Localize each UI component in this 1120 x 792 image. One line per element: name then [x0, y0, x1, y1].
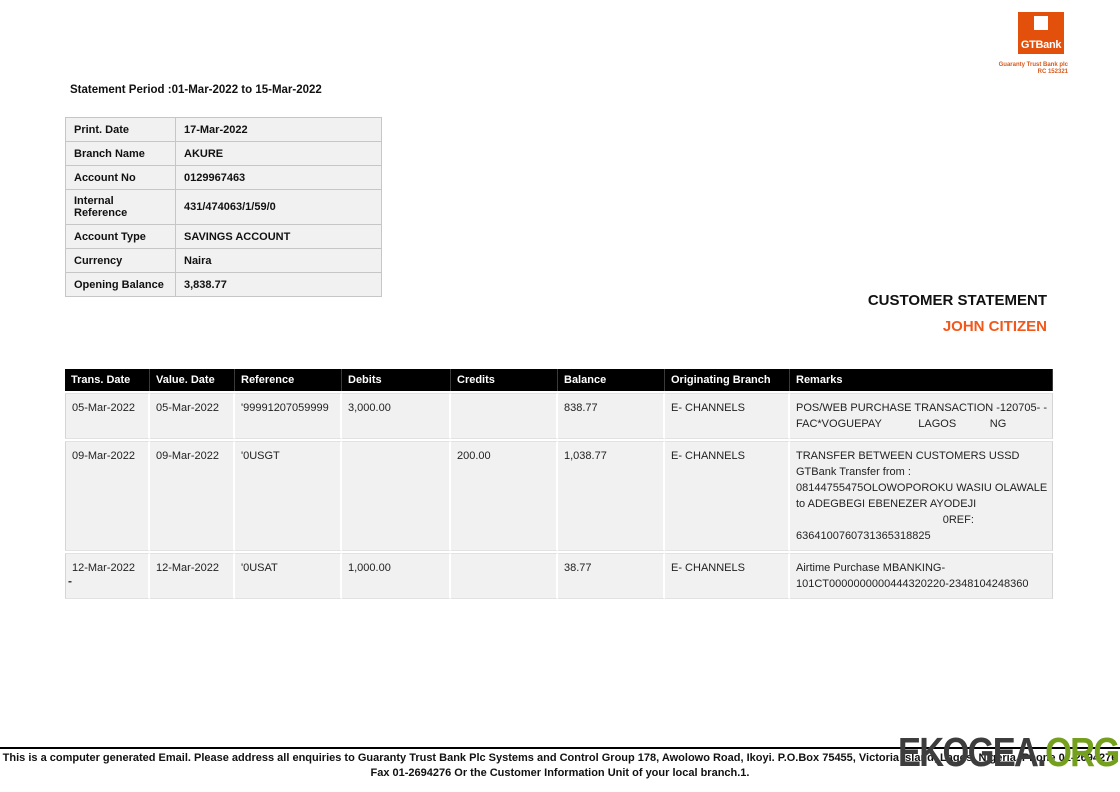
cell-credits: 200.00	[451, 441, 558, 551]
col-header-originating-branch: Originating Branch	[665, 369, 790, 391]
info-label: Internal Reference	[65, 189, 176, 225]
info-value: Naira	[175, 248, 382, 273]
info-label: Opening Balance	[65, 272, 176, 297]
gtbank-logo-text: GTBank	[1020, 39, 1062, 51]
account-info-table: Print. Date 17-Mar-2022 Branch Name AKUR…	[65, 117, 382, 297]
info-row-opening-balance: Opening Balance 3,838.77	[65, 272, 382, 297]
transactions-header-row: Trans. Date Value. Date Reference Debits…	[65, 369, 1053, 391]
gtbank-subtitle-line: Guaranty Trust Bank plc	[998, 62, 1068, 68]
col-header-balance: Balance	[558, 369, 665, 391]
cell-trans-date: 09-Mar-2022	[65, 441, 150, 551]
col-header-value-date: Value. Date	[150, 369, 235, 391]
col-header-trans-date: Trans. Date	[65, 369, 150, 391]
cell-originating-branch: E- CHANNELS	[665, 393, 790, 439]
cell-value-date: 05-Mar-2022	[150, 393, 235, 439]
watermark-green-text: ORG	[1044, 729, 1120, 775]
info-value: SAVINGS ACCOUNT	[175, 224, 382, 249]
cell-debits: 1,000.00	[342, 553, 451, 599]
info-value: 431/474063/1/59/0	[175, 189, 382, 225]
col-header-credits: Credits	[451, 369, 558, 391]
info-label: Branch Name	[65, 141, 176, 166]
remarks-line: Airtime Purchase MBANKING-	[796, 562, 946, 574]
cell-originating-branch: E- CHANNELS	[665, 553, 790, 599]
info-row-branch-name: Branch Name AKURE	[65, 141, 382, 166]
cell-value-date: 12-Mar-2022	[150, 553, 235, 599]
footer-disclaimer: This is a computer generated Email. Plea…	[0, 747, 1120, 781]
info-row-account-type: Account Type SAVINGS ACCOUNT	[65, 224, 382, 249]
remarks-line: 0REF:	[796, 514, 974, 526]
cell-originating-branch: E- CHANNELS	[665, 441, 790, 551]
info-row-print-date: Print. Date 17-Mar-2022	[65, 117, 382, 142]
watermark-dark-text: EKOGEA.	[897, 729, 1047, 775]
info-label: Currency	[65, 248, 176, 273]
remarks-line: 6364100760731365318825	[796, 530, 931, 542]
cell-reference: '0USGT	[235, 441, 342, 551]
info-row-internal-reference: Internal Reference 431/474063/1/59/0	[65, 189, 382, 225]
cell-debits: 3,000.00	[342, 393, 451, 439]
cell-remarks: POS/WEB PURCHASE TRANSACTION -120705- - …	[790, 393, 1053, 439]
cell-credits	[451, 393, 558, 439]
cell-remarks: TRANSFER BETWEEN CUSTOMERS USSD GTBank T…	[790, 441, 1053, 551]
gtbank-logo-subtitle: Guaranty Trust Bank plc RC 152321	[868, 62, 1068, 76]
remarks-line: 101CT0000000000444320220-2348104248360	[796, 578, 1029, 590]
col-header-reference: Reference	[235, 369, 342, 391]
footer-line-1: This is a computer generated Email. Plea…	[2, 752, 1118, 764]
col-header-remarks: Remarks	[790, 369, 1053, 391]
cell-balance: 1,038.77	[558, 441, 665, 551]
cell-credits	[451, 553, 558, 599]
cell-trans-date: 12-Mar-2022	[65, 553, 150, 599]
info-label: Account No	[65, 165, 176, 190]
gtbank-rc-number: RC 152321	[1037, 69, 1068, 75]
customer-heading-block: CUSTOMER STATEMENT JOHN CITIZEN	[868, 292, 1047, 335]
info-value: 17-Mar-2022	[175, 117, 382, 142]
customer-statement-title: CUSTOMER STATEMENT	[867, 292, 1047, 309]
gtbank-logo: GTBank	[1018, 12, 1064, 54]
cell-debits	[342, 441, 451, 551]
footer-line-2: Fax 01-2694276 Or the Customer Informati…	[370, 767, 750, 779]
info-value: 3,838.77	[175, 272, 382, 297]
info-row-currency: Currency Naira	[65, 248, 382, 273]
ekogea-watermark: EKOGEA.ORG	[897, 729, 1120, 776]
remarks-line: to ADEGBEGI EBENEZER AYODEJI	[796, 498, 977, 510]
gtbank-logo-white-square-icon	[1034, 16, 1048, 30]
customer-name: JOHN CITIZEN	[942, 318, 1047, 335]
remarks-line: FAC*VOGUEPAY LAGOS NG	[796, 418, 1007, 430]
remarks-line: 08144755475OLOWOPOROKU WASIU OLAWALE	[796, 482, 1048, 494]
remarks-line: POS/WEB PURCHASE TRANSACTION -120705- -	[796, 402, 1048, 414]
info-value: AKURE	[175, 141, 382, 166]
info-label: Account Type	[65, 224, 176, 249]
remarks-line: TRANSFER BETWEEN CUSTOMERS USSD	[796, 450, 1020, 462]
cell-balance: 38.77	[558, 553, 665, 599]
after-table-dash: -	[68, 574, 72, 588]
col-header-debits: Debits	[342, 369, 451, 391]
info-label: Print. Date	[65, 117, 176, 142]
transaction-row: 09-Mar-2022 09-Mar-2022 '0USGT 200.00 1,…	[65, 441, 1053, 551]
transactions-table: Trans. Date Value. Date Reference Debits…	[65, 367, 1053, 601]
cell-reference: '99991207059999	[235, 393, 342, 439]
transaction-row: 12-Mar-2022 12-Mar-2022 '0USAT 1,000.00 …	[65, 553, 1053, 599]
cell-value-date: 09-Mar-2022	[150, 441, 235, 551]
transaction-row: 05-Mar-2022 05-Mar-2022 '99991207059999 …	[65, 393, 1053, 439]
cell-reference: '0USAT	[235, 553, 342, 599]
cell-remarks: Airtime Purchase MBANKING- 101CT00000000…	[790, 553, 1053, 599]
cell-balance: 838.77	[558, 393, 665, 439]
statement-period: Statement Period :01-Mar-2022 to 15-Mar-…	[70, 84, 322, 96]
cell-trans-date: 05-Mar-2022	[65, 393, 150, 439]
remarks-line: GTBank Transfer from :	[796, 466, 911, 478]
info-row-account-no: Account No 0129967463	[65, 165, 382, 190]
info-value: 0129967463	[175, 165, 382, 190]
